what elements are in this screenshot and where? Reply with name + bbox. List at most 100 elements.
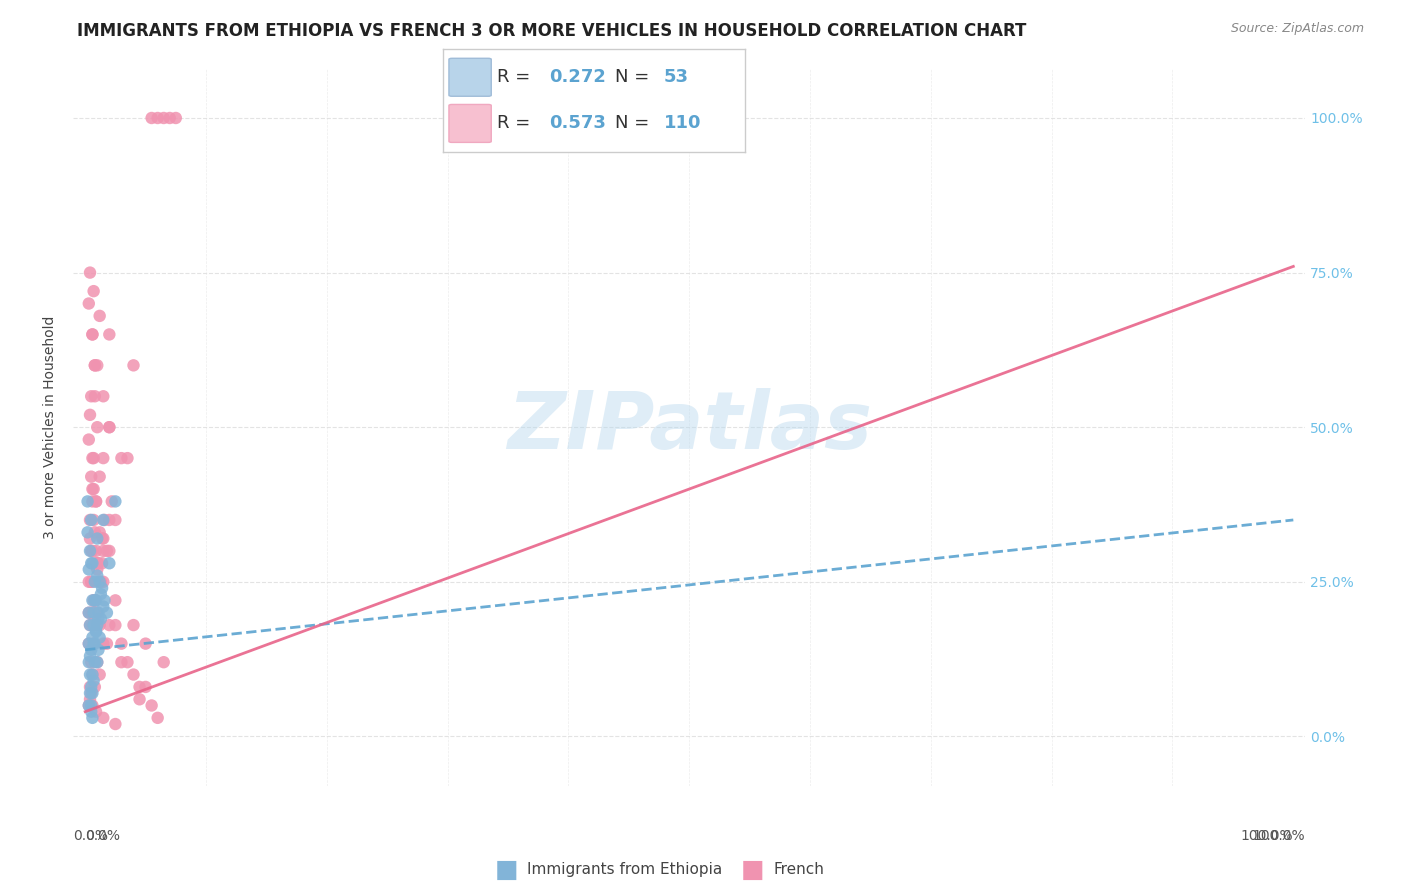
Point xyxy=(141,698,163,713)
Point xyxy=(98,513,121,527)
Point xyxy=(80,655,103,669)
Point xyxy=(91,581,114,595)
Point xyxy=(91,513,114,527)
Point xyxy=(82,544,104,558)
Point xyxy=(152,111,174,125)
Point xyxy=(80,389,103,403)
Point xyxy=(77,296,100,310)
Point xyxy=(79,513,101,527)
Point xyxy=(83,593,105,607)
Point xyxy=(79,680,101,694)
Y-axis label: 3 or more Vehicles in Household: 3 or more Vehicles in Household xyxy=(44,316,58,539)
Point xyxy=(80,574,103,589)
Point xyxy=(89,631,111,645)
Point xyxy=(77,606,100,620)
Point xyxy=(98,556,121,570)
Point xyxy=(83,284,105,298)
FancyBboxPatch shape xyxy=(449,58,491,96)
Point xyxy=(91,599,114,614)
Point xyxy=(87,612,110,626)
Point xyxy=(80,556,103,570)
Point xyxy=(96,637,118,651)
Point xyxy=(76,525,98,540)
Point xyxy=(82,593,104,607)
Point xyxy=(152,655,174,669)
Point xyxy=(77,574,100,589)
Point xyxy=(91,532,114,546)
Point xyxy=(165,111,187,125)
Point xyxy=(86,532,108,546)
Text: French: French xyxy=(773,863,824,877)
Point xyxy=(87,556,110,570)
Point xyxy=(89,525,111,540)
Point xyxy=(83,451,105,466)
Point xyxy=(86,655,108,669)
Point xyxy=(146,711,169,725)
Point xyxy=(84,556,107,570)
Point xyxy=(80,698,103,713)
Point xyxy=(90,612,112,626)
Point xyxy=(83,680,105,694)
Point xyxy=(83,637,105,651)
Point xyxy=(122,618,145,632)
Text: R =: R = xyxy=(498,68,536,86)
Point xyxy=(79,667,101,681)
Point xyxy=(83,593,105,607)
Point xyxy=(83,593,105,607)
Point xyxy=(90,587,112,601)
Text: ■: ■ xyxy=(741,858,763,881)
Point xyxy=(122,359,145,373)
Point xyxy=(84,624,107,639)
Text: 0.272: 0.272 xyxy=(548,68,606,86)
Point xyxy=(84,494,107,508)
Point xyxy=(89,309,111,323)
Point xyxy=(79,408,101,422)
Point xyxy=(83,637,105,651)
Point xyxy=(82,556,104,570)
Point xyxy=(96,606,118,620)
Point xyxy=(83,593,105,607)
Point xyxy=(89,618,111,632)
Point xyxy=(86,556,108,570)
Point xyxy=(91,574,114,589)
Point xyxy=(91,556,114,570)
Point xyxy=(82,327,104,342)
Point xyxy=(91,544,114,558)
Point xyxy=(98,420,121,434)
Point xyxy=(122,667,145,681)
Point xyxy=(84,494,107,508)
Point xyxy=(117,655,139,669)
Point xyxy=(104,513,127,527)
Point xyxy=(83,655,105,669)
Point xyxy=(104,618,127,632)
Text: 100.0%: 100.0% xyxy=(1253,830,1305,843)
Point xyxy=(91,637,114,651)
Point xyxy=(80,680,103,694)
Point xyxy=(86,420,108,434)
Point xyxy=(80,705,103,719)
Point xyxy=(83,359,105,373)
Point xyxy=(77,698,100,713)
Point xyxy=(104,717,127,731)
Point xyxy=(83,637,105,651)
Point xyxy=(91,532,114,546)
Point xyxy=(91,451,114,466)
Point xyxy=(89,574,111,589)
Point xyxy=(77,698,100,713)
Point xyxy=(83,618,105,632)
Point xyxy=(83,482,105,496)
Point xyxy=(98,618,121,632)
Point xyxy=(77,433,100,447)
Point xyxy=(83,606,105,620)
Point xyxy=(82,451,104,466)
Point xyxy=(82,482,104,496)
Text: 0.0%: 0.0% xyxy=(73,830,108,843)
Point xyxy=(86,655,108,669)
Point xyxy=(117,451,139,466)
Text: N =: N = xyxy=(616,68,655,86)
Point xyxy=(128,680,150,694)
Text: 110: 110 xyxy=(664,114,702,132)
Point xyxy=(135,637,157,651)
Point xyxy=(128,692,150,706)
Point xyxy=(79,618,101,632)
